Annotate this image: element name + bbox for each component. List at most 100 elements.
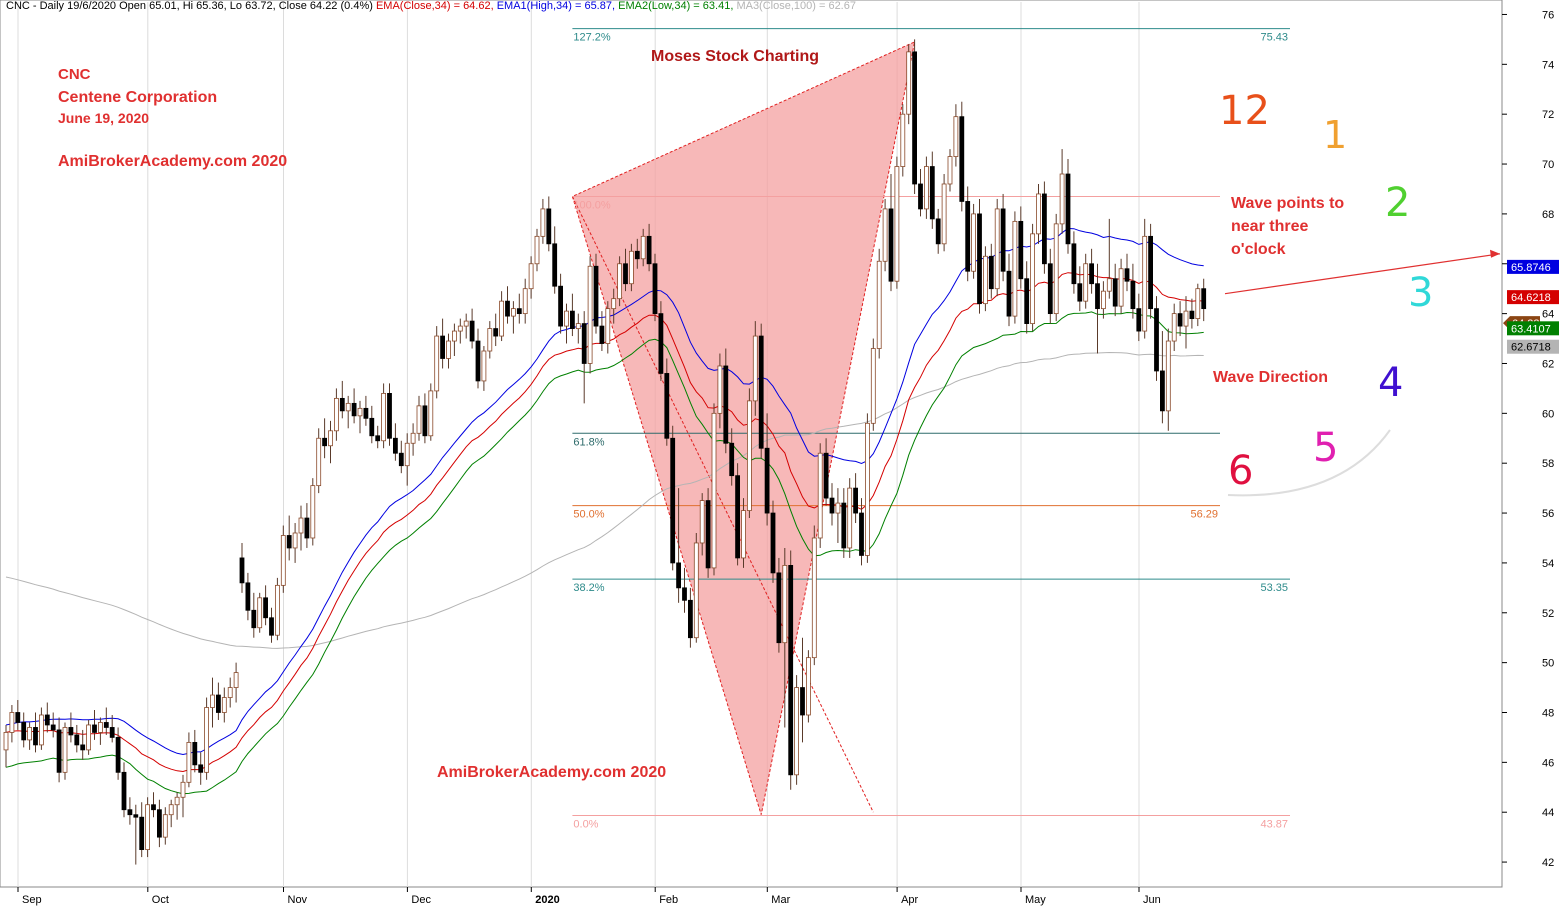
- candle: [328, 420, 333, 464]
- candle-body: [115, 737, 121, 773]
- candle: [280, 525, 286, 593]
- candle: [351, 388, 357, 424]
- candle-body: [227, 687, 233, 698]
- candle-body: [906, 51, 912, 115]
- candle-body: [310, 485, 316, 539]
- candle-body: [988, 255, 994, 290]
- x-tick-label: Apr: [901, 894, 918, 906]
- price-label-box: [1507, 339, 1559, 354]
- candle-body: [162, 814, 168, 838]
- candle: [1189, 298, 1195, 329]
- price-label-text: 62.6718: [1511, 342, 1551, 354]
- candle: [357, 400, 363, 434]
- candle-body: [575, 323, 581, 329]
- candle-body: [481, 350, 487, 382]
- candle-body: [983, 255, 988, 305]
- candle: [339, 380, 345, 419]
- candle: [977, 198, 982, 314]
- candle: [263, 585, 269, 626]
- y-tick-label: 70: [1542, 159, 1554, 171]
- candle-body: [3, 732, 9, 751]
- candle-body: [1042, 193, 1047, 265]
- candle: [912, 39, 917, 194]
- candle-body: [221, 697, 227, 713]
- candle-body: [192, 742, 198, 766]
- y-tick-label: 64: [1542, 309, 1554, 321]
- candle-body: [658, 313, 664, 374]
- candle-body: [428, 390, 434, 437]
- x-axis: Sep Oct Nov Dec 2020 Feb Mar Apr May Jun: [17, 887, 1161, 906]
- candle-body: [776, 572, 782, 644]
- candle: [794, 675, 799, 785]
- candle: [823, 438, 829, 506]
- candle: [1154, 296, 1159, 381]
- candle-body: [1030, 233, 1035, 324]
- candle-body: [251, 609, 257, 629]
- fib-pct-label: 38.2%: [573, 582, 604, 594]
- wave-direction-label: Wave Direction: [1213, 369, 1328, 386]
- candle: [865, 413, 870, 563]
- candle: [103, 707, 109, 735]
- candle-body: [794, 687, 799, 776]
- candle: [1101, 281, 1106, 319]
- candle-body: [333, 397, 339, 432]
- x-tick-label: Feb: [659, 894, 678, 906]
- candle-body: [640, 235, 646, 260]
- price-label-box: [1507, 321, 1559, 336]
- candle-body: [977, 213, 982, 305]
- candle-body: [345, 402, 351, 412]
- candle: [1047, 248, 1053, 324]
- candle-body: [1112, 278, 1118, 307]
- candle: [853, 473, 858, 524]
- candle-body: [534, 235, 540, 265]
- candle: [198, 752, 204, 785]
- candle: [564, 303, 569, 344]
- candle: [186, 732, 192, 788]
- candle-body: [699, 500, 705, 544]
- candle: [510, 301, 516, 334]
- candle: [959, 101, 965, 212]
- candle-body: [817, 452, 823, 539]
- ema-high-legend: EMA1(High,34) = 65.87,: [496, 0, 616, 12]
- candle: [1106, 218, 1112, 299]
- candle-body: [398, 452, 404, 467]
- candle-body: [965, 201, 971, 272]
- candle: [404, 433, 410, 486]
- candle-body: [947, 156, 953, 185]
- candle-body: [1183, 310, 1189, 327]
- candle-body: [198, 764, 204, 773]
- candle: [1183, 296, 1189, 349]
- candle-body: [404, 442, 410, 467]
- candle-body: [168, 804, 174, 816]
- candle: [251, 592, 257, 638]
- candle-body: [741, 510, 746, 559]
- candle-body: [859, 512, 864, 556]
- candle: [788, 550, 794, 790]
- candle: [575, 313, 581, 344]
- candle-body: [92, 724, 97, 733]
- candle: [298, 505, 304, 551]
- candle: [859, 498, 864, 566]
- clock-arc-path: [1227, 429, 1391, 497]
- candle-body: [1160, 370, 1165, 412]
- candle-body: [747, 400, 752, 511]
- candle-body: [257, 597, 263, 629]
- candle: [121, 762, 127, 818]
- candle: [676, 488, 681, 603]
- candle-body: [422, 405, 428, 437]
- candle: [180, 774, 186, 818]
- candle: [1059, 149, 1065, 234]
- candle-body: [587, 265, 593, 364]
- candle-body: [935, 218, 941, 245]
- candle-body: [711, 412, 717, 569]
- candle-body: [174, 796, 180, 806]
- candle-body: [1018, 220, 1024, 280]
- y-tick-label: 46: [1542, 757, 1554, 769]
- candle: [1018, 206, 1024, 289]
- candle-body: [298, 517, 304, 534]
- candle: [316, 428, 322, 494]
- x-tick-label: 2020: [535, 894, 559, 906]
- candle-body: [882, 208, 888, 262]
- ema-low-legend: EMA2(Low,34) = 63.41,: [618, 0, 734, 12]
